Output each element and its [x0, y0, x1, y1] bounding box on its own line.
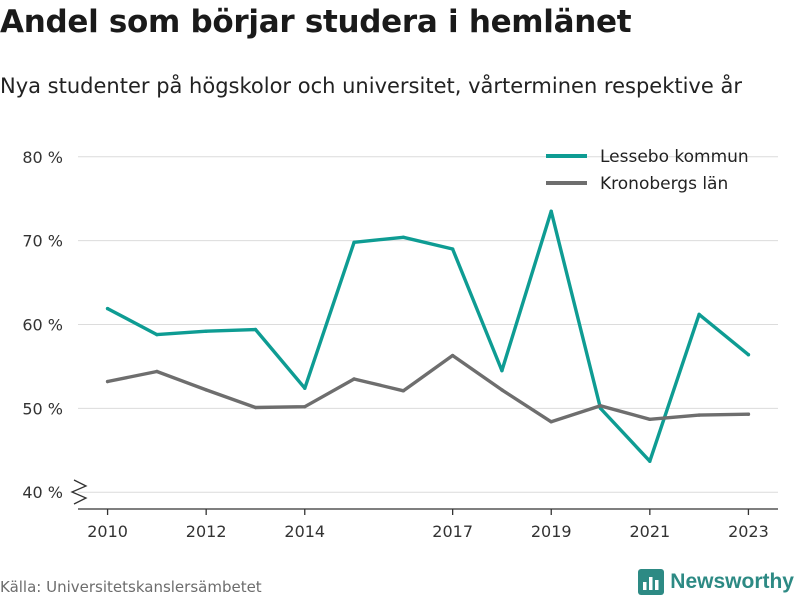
y-axis-ticks: 40 % 50 % 60 % 70 % 80 %: [22, 148, 63, 502]
brand-logo: Newsworthy: [638, 569, 794, 595]
data-point: [303, 404, 307, 409]
y-tick-label: 70 %: [22, 232, 63, 251]
data-point: [105, 306, 110, 311]
series-line: [105, 209, 751, 463]
data-point: [697, 312, 701, 317]
data-point: [352, 377, 356, 381]
data-point: [450, 353, 455, 358]
y-tick-label: 80 %: [22, 148, 63, 167]
data-point: [648, 459, 652, 463]
data-point: [204, 388, 208, 392]
chart-subtitle: Nya studenter på högskolor och universit…: [0, 74, 742, 98]
data-point: [450, 247, 455, 251]
data-point: [352, 240, 356, 245]
y-tick-label: 50 %: [22, 399, 63, 418]
source-note: Källa: Universitetskanslersämbetet: [0, 578, 262, 596]
data-point: [401, 235, 406, 239]
data-point: [549, 420, 553, 424]
data-point: [155, 369, 159, 374]
brand-name: Newsworthy: [670, 570, 794, 593]
line-chart: 40 %50 %60 %70 %80 % 2010 2012 2014 2017 201…: [22, 147, 778, 541]
series-line: [105, 353, 751, 424]
x-tick-label: 2012: [186, 522, 227, 541]
legend-label: Kronobergs län: [600, 174, 728, 194]
y-tick-label: 40 %: [22, 483, 63, 502]
data-point: [746, 352, 751, 357]
data-point: [105, 379, 110, 384]
x-tick-label: 2021: [629, 522, 670, 541]
x-axis: 2010 2012 2014 2017 2019 2021 2023: [70, 479, 778, 541]
data-point: [401, 389, 406, 393]
data-point: [253, 405, 258, 410]
legend-label: Lessebo kommun: [600, 147, 749, 167]
data-point: [204, 329, 208, 333]
data-point: [746, 412, 751, 416]
x-tick-label: 2023: [728, 522, 769, 541]
x-tick-label: 2010: [87, 522, 128, 541]
data-point: [549, 209, 553, 213]
data-point: [598, 404, 603, 408]
data-point: [155, 332, 159, 337]
data-point: [303, 386, 307, 390]
data-point: [500, 388, 504, 392]
chart-title: Andel som börjar studera i hemlänet: [0, 4, 632, 40]
bar-chart-icon: [638, 569, 665, 595]
legend: Lessebo kommun Kronobergs län: [546, 147, 749, 194]
y-tick-label: 60 %: [22, 316, 63, 335]
x-tick-label: 2017: [432, 522, 473, 541]
x-tick-label: 2014: [284, 522, 325, 541]
series-lines: [105, 209, 751, 463]
data-point: [500, 368, 504, 373]
data-point: [697, 413, 701, 417]
x-tick-label: 2019: [531, 522, 572, 541]
data-point: [648, 417, 652, 421]
axis-break-icon: [70, 479, 88, 505]
data-point: [253, 327, 258, 332]
grid-lines: [78, 156, 778, 493]
